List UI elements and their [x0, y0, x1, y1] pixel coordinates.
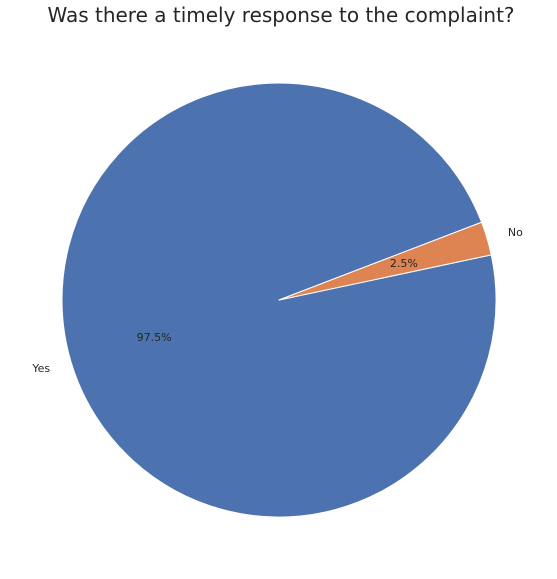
- pie-percent-no: 2.5%: [390, 257, 418, 270]
- chart-title: Was there a timely response to the compl…: [47, 3, 514, 27]
- pie-slice-no: [278, 221, 492, 301]
- pie-slices: [61, 82, 497, 518]
- pie-labels: Yes 97.5% No 2.5%: [31, 226, 523, 375]
- pie-percent-yes: 97.5%: [137, 331, 172, 344]
- pie-label-no: No: [508, 226, 523, 239]
- pie-label-yes: Yes: [31, 362, 50, 375]
